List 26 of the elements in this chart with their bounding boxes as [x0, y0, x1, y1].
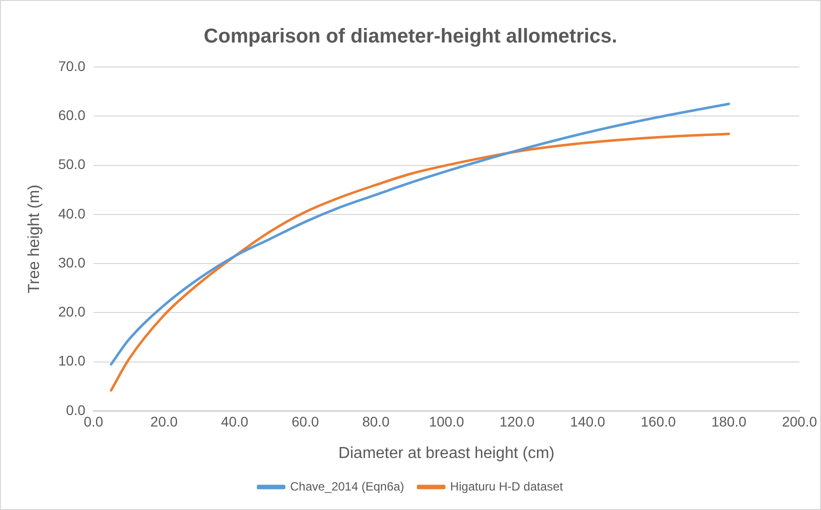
y-tick-label: 60.0	[58, 107, 86, 123]
y-tick-label: 50.0	[58, 156, 86, 172]
x-tick-label: 180.0	[711, 413, 747, 430]
x-tick-label: 0.0	[84, 413, 104, 430]
y-tick-label: 10.0	[58, 352, 86, 369]
y-axis-title: Tree height (m)	[26, 184, 44, 294]
x-tick-label: 160.0	[640, 413, 676, 430]
x-tick-label: 40.0	[221, 413, 248, 430]
x-tick-label: 100.0	[428, 413, 464, 430]
x-tick-label: 140.0	[570, 413, 606, 430]
line-series	[110, 102, 730, 366]
y-tick-label: 70.0	[58, 58, 86, 74]
y-tick-label: 20.0	[58, 304, 86, 320]
x-tick-label: 60.0	[292, 413, 320, 430]
y-tick-label: 30.0	[58, 254, 86, 270]
x-tick-label: 80.0	[362, 413, 390, 430]
legend-label: Higaturu H-D dataset	[450, 479, 564, 494]
legend-label: Chave_2014 (Eqn6a)	[290, 479, 404, 494]
x-axis-title: Diameter at breast height (cm)	[338, 444, 555, 462]
x-tick-label: 120.0	[500, 413, 535, 430]
line-series	[110, 132, 730, 392]
chart-title: Comparison of diameter-height allometrics.	[204, 26, 618, 48]
y-tick-label: 40.0	[58, 205, 86, 222]
y-tick-label: 0.0	[66, 402, 86, 418]
x-tick-label: 20.0	[150, 413, 178, 430]
x-tick-label: 200.0	[782, 413, 818, 430]
